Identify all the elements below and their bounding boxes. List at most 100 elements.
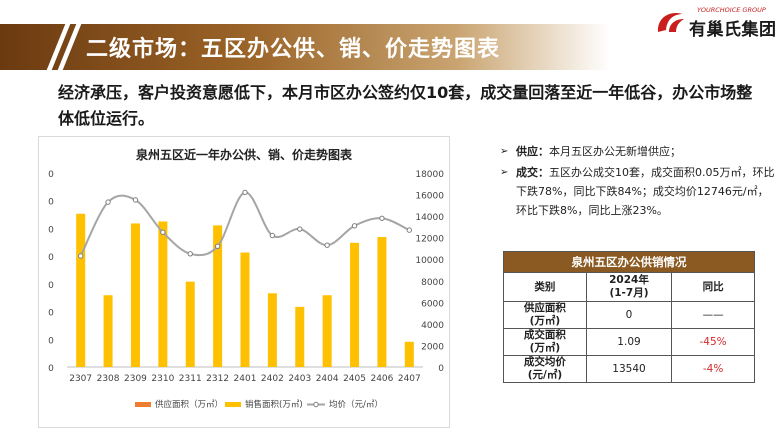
right-tick-label: 6000 xyxy=(421,299,444,309)
chart-container: 泉州五区近一年办公供、销、价走势图表 0 0 0 0 0 0 0 0 0 2000 4000 6000 8… xyxy=(38,136,450,428)
left-tick-label: 0 xyxy=(48,225,54,235)
price-point xyxy=(351,223,358,229)
category-label: 2312 xyxy=(206,374,229,384)
table-header: 同比 xyxy=(671,272,755,302)
sales-bar xyxy=(213,225,223,367)
right-tick-label: 18000 xyxy=(415,170,444,180)
bullet-supply: ➢ 供应：本月五区办公无新增供应； xyxy=(500,142,775,161)
title-banner: 二级市场：五区办公供、销、价走势图表 xyxy=(0,24,610,70)
sales-bar xyxy=(185,281,195,367)
row-label: 成交均价 (元/㎡) xyxy=(503,355,587,383)
legend-swatch-sales xyxy=(225,402,241,407)
sales-bar xyxy=(295,306,305,367)
bullet-sales-label: 成交： xyxy=(516,166,549,179)
category-label: 2311 xyxy=(179,374,202,384)
category-label: 2308 xyxy=(97,374,120,384)
supply-demand-table: 泉州五区办公供销情况 类别 2024年 (1-7月) 同比 供应面积 (万㎡) 0 … xyxy=(503,251,755,383)
category-label: 2406 xyxy=(370,374,393,384)
category-label: 2407 xyxy=(398,374,421,384)
category-label: 2403 xyxy=(288,374,311,384)
row-yoy: -45% xyxy=(671,328,755,356)
price-point xyxy=(160,229,166,235)
bullet-supply-text: 本月五区办公无新增供应； xyxy=(549,145,681,158)
table-header: 2024年 (1-7月) xyxy=(585,272,673,302)
category-label: 2404 xyxy=(316,374,339,384)
arrow-icon: ➢ xyxy=(500,167,509,178)
legend-marker-price xyxy=(313,401,319,408)
row-label: 成交面积 (万㎡) xyxy=(503,328,587,356)
right-tick-label: 12000 xyxy=(415,235,444,245)
category-label: 2401 xyxy=(234,374,257,384)
logo-mark-icon xyxy=(657,12,684,32)
bullet-sales-text: 五区办公成交10套，成交面积0.05万㎡，环比下跌78%，同比下跌84%；成交均… xyxy=(516,166,775,217)
right-tick-label: 14000 xyxy=(415,213,444,223)
legend-label-sales: 销售面积(万㎡) xyxy=(245,399,303,410)
right-tick-label: 8000 xyxy=(421,278,444,288)
table-header: 类别 xyxy=(503,272,587,302)
price-point xyxy=(269,232,276,239)
bullet-list: ➢ 供应：本月五区办公无新增供应； ➢ 成交：五区办公成交10套，成交面积0.0… xyxy=(500,142,775,222)
sales-bar xyxy=(76,213,86,367)
left-tick-label: 0 xyxy=(48,309,54,319)
sales-bar xyxy=(130,223,140,367)
row-yoy: —— xyxy=(671,301,755,329)
chart-title: 泉州五区近一年办公供、销、价走势图表 xyxy=(136,147,353,162)
row-yoy: -4% xyxy=(671,355,755,383)
left-tick-label: 0 xyxy=(48,281,54,291)
company-logo: YOURCHOICE GROUP 有巢氏集团 xyxy=(655,6,777,40)
right-tick-label: 2000 xyxy=(421,342,444,352)
chart-svg: 泉州五区近一年办公供、销、价走势图表 0 0 0 0 0 0 0 0 0 2000 4000 6000 8… xyxy=(48,147,444,410)
left-tick-label: 0 xyxy=(48,170,54,180)
price-point xyxy=(77,253,84,259)
right-tick-label: 0 xyxy=(438,364,444,374)
price-point xyxy=(187,251,193,257)
price-point xyxy=(105,199,111,205)
left-tick-label: 0 xyxy=(48,364,54,374)
legend-label-price: 均价（元/㎡） xyxy=(329,399,383,410)
price-point xyxy=(132,197,139,203)
sales-bar xyxy=(350,242,360,367)
category-label: 2309 xyxy=(124,374,147,384)
row-value: 1.09 xyxy=(585,328,673,356)
right-tick-label: 16000 xyxy=(415,192,444,202)
page-title: 二级市场：五区办公供、销、价走势图表 xyxy=(86,37,501,62)
table-row: 成交均价 (元/㎡) 13540 -4% xyxy=(503,355,755,383)
sales-bar xyxy=(158,221,168,367)
table-row: 成交面积 (万㎡) 1.09 -45% xyxy=(503,328,755,356)
left-tick-label: 0 xyxy=(48,198,54,208)
bullet-sales: ➢ 成交：五区办公成交10套，成交面积0.05万㎡，环比下跌78%，同比下跌84… xyxy=(500,163,775,220)
row-label: 供应面积 (万㎡) xyxy=(503,301,587,329)
headline-text: 经济承压，客户投资意愿低下，本月市区办公签约仅10套，成交量回落至近一年低谷，办… xyxy=(58,83,753,128)
sales-bar xyxy=(267,293,277,367)
left-tick-label: 0 xyxy=(48,253,54,263)
category-label: 2405 xyxy=(343,374,366,384)
price-line xyxy=(79,191,410,257)
category-label: 2402 xyxy=(261,374,284,384)
price-point xyxy=(214,243,221,249)
table-caption: 泉州五区办公供销情况 xyxy=(503,251,755,273)
row-value: 0 xyxy=(585,301,673,329)
sales-bar xyxy=(322,295,332,367)
left-tick-label: 0 xyxy=(48,336,54,346)
table-row: 供应面积 (万㎡) 0 —— xyxy=(503,301,755,329)
price-point xyxy=(297,226,303,232)
price-point xyxy=(379,215,385,221)
sales-bar xyxy=(103,295,113,367)
category-label: 2310 xyxy=(151,374,174,384)
logo-chinese: 有巢氏集团 xyxy=(689,20,777,40)
logo-english: YOURCHOICE GROUP xyxy=(697,6,766,14)
sales-bar xyxy=(377,237,387,367)
legend-swatch-supply xyxy=(135,402,151,407)
price-point xyxy=(242,189,248,196)
price-point xyxy=(324,242,330,248)
right-tick-label: 10000 xyxy=(415,256,444,266)
banner-stripes xyxy=(46,24,82,70)
right-tick-label: 4000 xyxy=(421,321,444,331)
arrow-icon: ➢ xyxy=(500,146,509,157)
bullet-supply-label: 供应： xyxy=(516,145,549,158)
sales-bar xyxy=(240,252,250,367)
sales-bar xyxy=(404,341,414,367)
row-value: 13540 xyxy=(585,355,673,383)
category-label: 2307 xyxy=(69,374,92,384)
price-point xyxy=(406,227,413,233)
